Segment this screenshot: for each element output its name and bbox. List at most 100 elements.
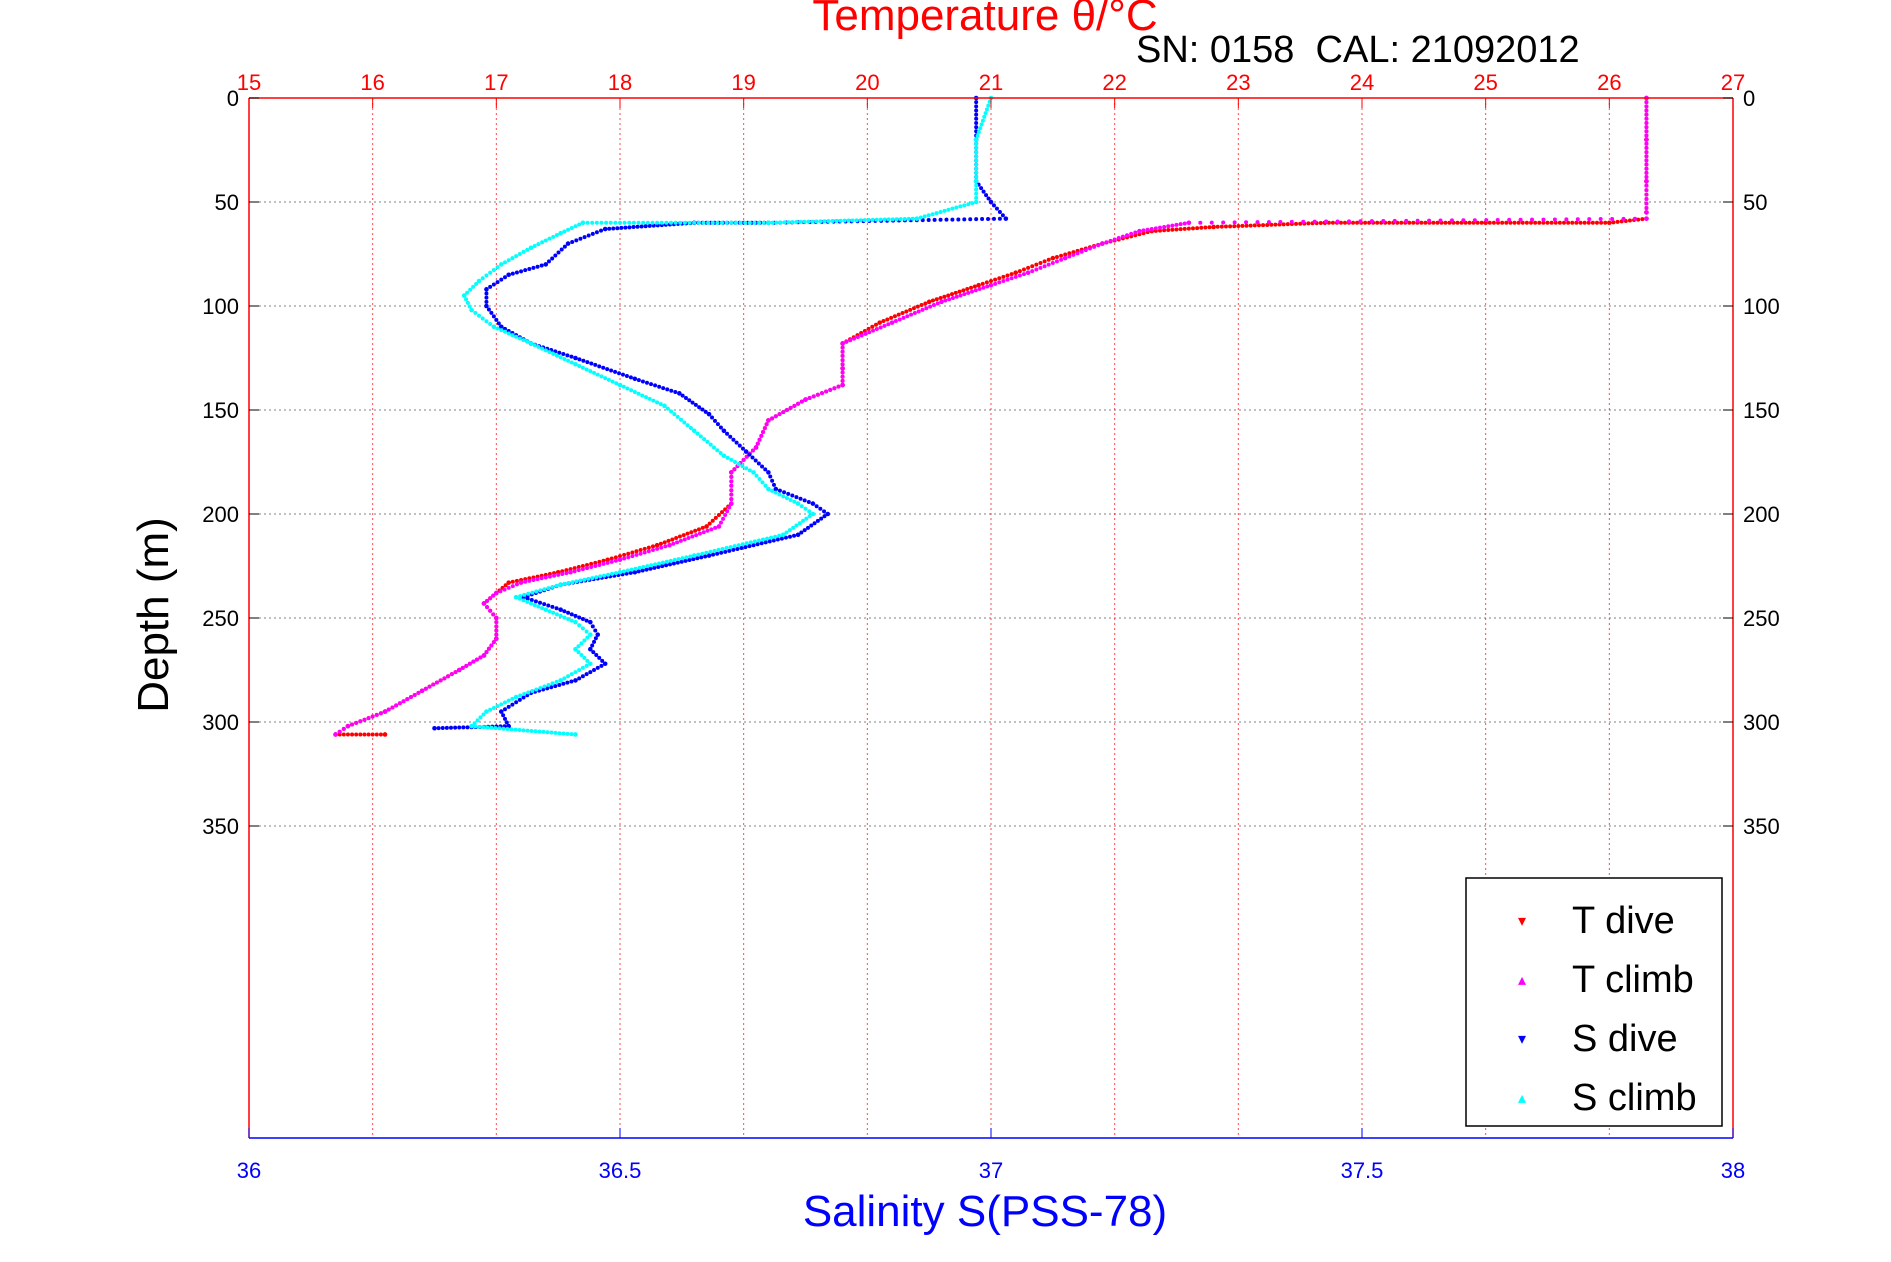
data-point xyxy=(765,536,770,541)
data-point xyxy=(747,468,752,473)
data-point xyxy=(553,684,558,689)
data-point xyxy=(781,410,786,415)
data-point xyxy=(1285,222,1290,227)
data-point xyxy=(1186,220,1192,226)
legend-marker-s-dive: ▾ xyxy=(1518,1031,1526,1048)
data-point xyxy=(453,670,458,675)
data-point xyxy=(622,556,627,561)
data-point xyxy=(514,582,519,587)
data-point xyxy=(474,657,479,662)
data-point xyxy=(1281,222,1286,227)
data-point xyxy=(650,220,655,225)
data-point xyxy=(580,365,585,370)
data-point xyxy=(735,546,740,551)
data-point xyxy=(382,732,388,737)
data-point xyxy=(615,226,620,231)
data-point xyxy=(1449,218,1454,223)
data-point xyxy=(514,578,519,583)
data-point xyxy=(1248,223,1253,228)
data-point xyxy=(908,307,913,312)
data-point xyxy=(806,499,811,504)
data-point xyxy=(954,294,959,299)
data-point xyxy=(532,603,537,607)
data-point xyxy=(1265,222,1270,227)
depth-tick-label-left: 350 xyxy=(202,814,239,839)
data-point xyxy=(1104,240,1109,245)
data-point xyxy=(554,353,559,358)
data-point xyxy=(1211,224,1216,230)
data-point xyxy=(747,220,752,225)
data-point xyxy=(597,562,602,567)
data-point xyxy=(635,224,640,229)
data-point xyxy=(1487,220,1492,225)
data-point xyxy=(650,544,655,549)
data-point xyxy=(981,285,986,290)
data-point xyxy=(1342,220,1347,225)
data-point xyxy=(577,363,582,368)
data-point xyxy=(1541,220,1546,225)
data-point xyxy=(585,566,590,571)
data-point xyxy=(605,557,610,563)
data-point xyxy=(1552,217,1557,222)
data-point xyxy=(588,661,593,667)
data-point xyxy=(607,226,612,231)
data-point xyxy=(577,668,582,672)
data-point xyxy=(578,578,583,583)
data-point xyxy=(840,374,845,379)
data-point xyxy=(581,358,586,363)
data-point xyxy=(1640,217,1645,222)
data-point xyxy=(1644,183,1649,188)
data-point xyxy=(769,535,774,540)
legend-marker-t-dive: ▾ xyxy=(1518,913,1526,930)
data-point xyxy=(642,550,647,555)
data-point xyxy=(518,580,524,585)
depth-tick-label-right: 100 xyxy=(1743,294,1780,319)
data-point xyxy=(1255,220,1260,225)
data-point xyxy=(693,402,698,407)
data-point xyxy=(939,299,944,305)
data-point xyxy=(974,104,979,109)
data-point xyxy=(734,440,739,445)
data-point xyxy=(554,612,559,617)
data-point xyxy=(832,386,837,391)
data-point xyxy=(687,557,692,562)
data-point xyxy=(491,282,496,287)
data-point xyxy=(529,597,534,602)
data-point xyxy=(569,354,574,359)
data-point xyxy=(502,260,507,265)
data-point xyxy=(1644,162,1649,167)
data-point xyxy=(622,552,627,557)
data-point xyxy=(699,555,704,560)
data-point xyxy=(761,537,766,542)
data-point xyxy=(641,564,646,569)
data-point xyxy=(700,407,705,412)
data-point xyxy=(333,732,338,737)
data-point xyxy=(539,263,544,268)
data-point xyxy=(523,579,528,584)
data-point xyxy=(525,599,530,604)
temperature-tick-label: 23 xyxy=(1226,70,1250,95)
data-point xyxy=(729,479,734,484)
data-point xyxy=(973,288,978,293)
temperature-tick-label: 25 xyxy=(1473,70,1497,95)
data-point xyxy=(551,610,556,615)
data-point xyxy=(593,628,598,633)
data-point xyxy=(585,635,590,640)
data-point xyxy=(517,252,522,256)
data-point xyxy=(569,732,574,737)
data-point xyxy=(1644,158,1649,163)
data-point xyxy=(814,504,819,509)
data-point xyxy=(634,552,639,557)
data-point xyxy=(1570,220,1575,225)
data-point xyxy=(1145,227,1150,232)
data-point xyxy=(710,415,715,420)
series-t-climb xyxy=(333,95,1649,737)
data-point xyxy=(1516,220,1521,225)
data-point xyxy=(504,720,509,725)
data-point xyxy=(704,524,709,529)
data-point xyxy=(750,455,755,460)
data-point xyxy=(953,290,958,295)
data-point xyxy=(494,615,499,621)
data-point xyxy=(597,559,602,564)
data-point xyxy=(593,362,598,367)
